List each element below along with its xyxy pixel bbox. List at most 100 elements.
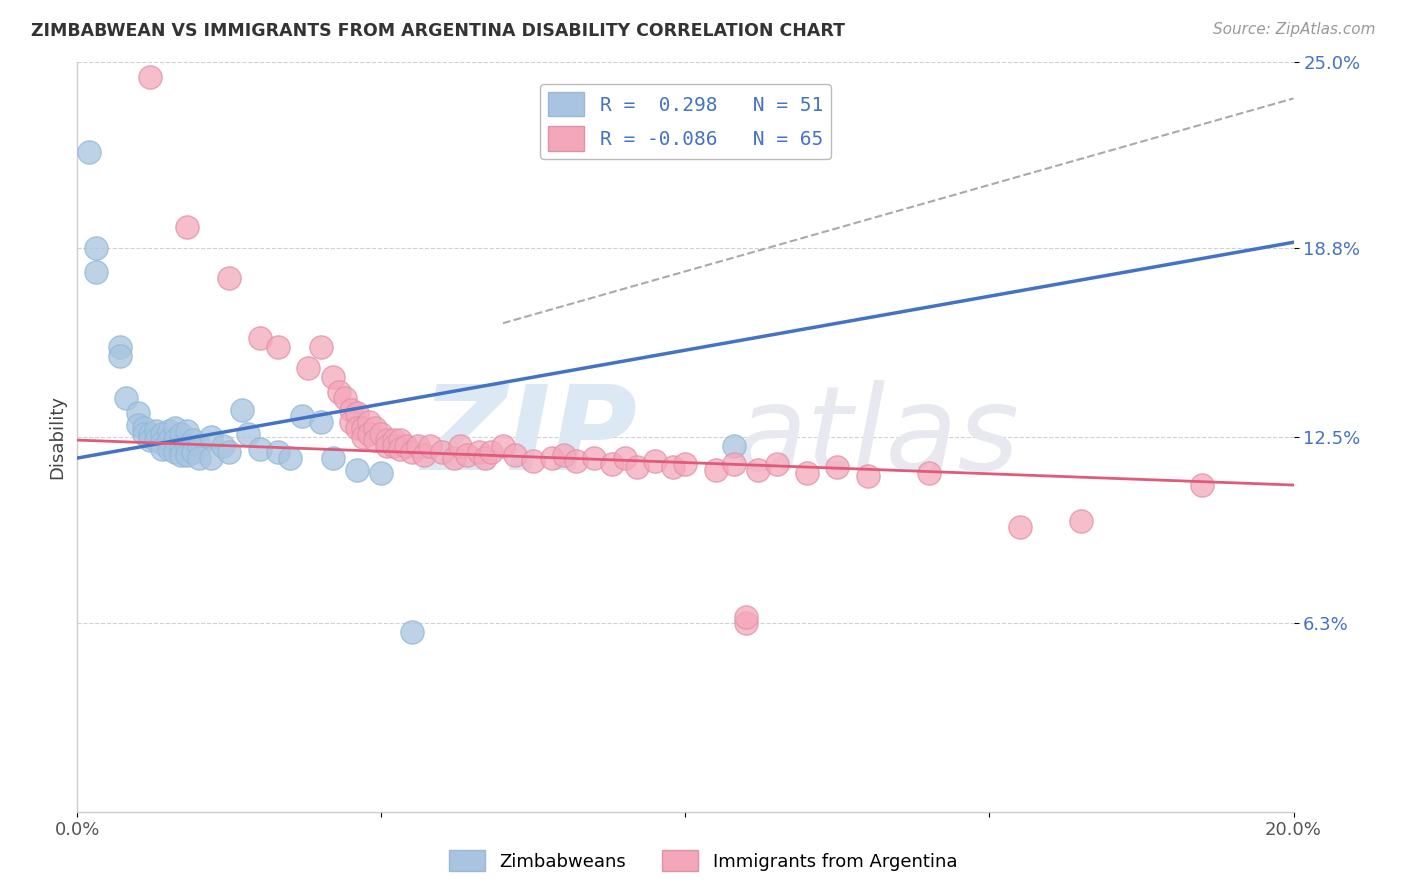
- Point: [796, 466, 818, 480]
- Point: [115, 391, 138, 405]
- Point: [540, 451, 562, 466]
- Point: [553, 448, 575, 462]
- Point: [176, 220, 198, 235]
- Point: [188, 451, 211, 466]
- Text: ZIP: ZIP: [420, 380, 637, 494]
- Point: [492, 439, 515, 453]
- Point: [176, 439, 198, 453]
- Point: [359, 427, 381, 442]
- Point: [170, 439, 193, 453]
- Point: [157, 424, 180, 438]
- Point: [602, 457, 624, 471]
- Point: [1008, 520, 1031, 534]
- Point: [704, 463, 727, 477]
- Point: [84, 265, 107, 279]
- Point: [340, 415, 363, 429]
- Point: [309, 340, 332, 354]
- Point: [309, 415, 332, 429]
- Point: [735, 610, 758, 624]
- Point: [200, 451, 222, 466]
- Point: [157, 442, 180, 456]
- Point: [827, 460, 849, 475]
- Point: [152, 436, 174, 450]
- Point: [856, 469, 879, 483]
- Point: [188, 439, 211, 453]
- Point: [200, 430, 222, 444]
- Point: [735, 130, 758, 145]
- Point: [157, 433, 180, 447]
- Point: [723, 439, 745, 453]
- Point: [139, 433, 162, 447]
- Point: [449, 439, 471, 453]
- Point: [79, 145, 101, 160]
- Point: [364, 433, 387, 447]
- Point: [267, 445, 290, 459]
- Point: [181, 433, 204, 447]
- Point: [134, 421, 156, 435]
- Point: [918, 466, 941, 480]
- Point: [108, 349, 131, 363]
- Point: [456, 448, 478, 462]
- Point: [139, 70, 162, 85]
- Point: [139, 427, 162, 442]
- Point: [675, 457, 697, 471]
- Point: [297, 361, 319, 376]
- Point: [236, 427, 259, 442]
- Point: [340, 403, 363, 417]
- Point: [163, 433, 186, 447]
- Y-axis label: Disability: Disability: [48, 395, 66, 479]
- Point: [419, 439, 441, 453]
- Point: [370, 427, 392, 442]
- Point: [181, 445, 204, 459]
- Point: [747, 463, 769, 477]
- Text: Source: ZipAtlas.com: Source: ZipAtlas.com: [1212, 22, 1375, 37]
- Point: [278, 451, 301, 466]
- Text: ZIMBABWEAN VS IMMIGRANTS FROM ARGENTINA DISABILITY CORRELATION CHART: ZIMBABWEAN VS IMMIGRANTS FROM ARGENTINA …: [31, 22, 845, 40]
- Point: [333, 391, 356, 405]
- Point: [291, 409, 314, 423]
- Point: [176, 424, 198, 438]
- Point: [163, 421, 186, 435]
- Point: [479, 445, 502, 459]
- Point: [401, 624, 423, 639]
- Point: [613, 451, 636, 466]
- Point: [382, 433, 405, 447]
- Point: [644, 454, 666, 468]
- Legend: R =  0.298   N = 51, R = -0.086   N = 65: R = 0.298 N = 51, R = -0.086 N = 65: [540, 84, 831, 159]
- Point: [1191, 478, 1213, 492]
- Point: [364, 421, 387, 435]
- Point: [1070, 514, 1092, 528]
- Point: [231, 403, 253, 417]
- Point: [406, 439, 429, 453]
- Point: [765, 457, 787, 471]
- Point: [145, 433, 167, 447]
- Point: [218, 271, 240, 285]
- Point: [249, 331, 271, 345]
- Point: [170, 448, 193, 462]
- Point: [218, 445, 240, 459]
- Point: [322, 370, 344, 384]
- Point: [522, 454, 544, 468]
- Point: [212, 439, 235, 453]
- Point: [127, 418, 149, 433]
- Point: [565, 454, 588, 468]
- Point: [401, 445, 423, 459]
- Point: [723, 457, 745, 471]
- Text: atlas: atlas: [734, 380, 1019, 494]
- Point: [145, 424, 167, 438]
- Point: [359, 415, 381, 429]
- Point: [127, 406, 149, 420]
- Point: [662, 460, 685, 475]
- Point: [443, 451, 465, 466]
- Point: [346, 463, 368, 477]
- Point: [322, 451, 344, 466]
- Legend: Zimbabweans, Immigrants from Argentina: Zimbabweans, Immigrants from Argentina: [441, 843, 965, 879]
- Point: [170, 427, 193, 442]
- Point: [346, 421, 368, 435]
- Point: [735, 615, 758, 630]
- Point: [474, 451, 496, 466]
- Point: [152, 427, 174, 442]
- Point: [176, 448, 198, 462]
- Point: [152, 442, 174, 456]
- Point: [388, 433, 411, 447]
